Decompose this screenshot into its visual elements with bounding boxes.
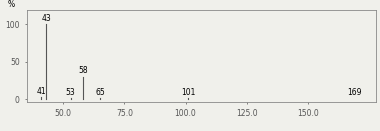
Text: 101: 101 (181, 88, 195, 97)
Text: %: % (7, 0, 14, 9)
Text: 58: 58 (78, 67, 88, 75)
Text: 169: 169 (347, 88, 361, 97)
Text: 65: 65 (95, 88, 105, 97)
Text: 43: 43 (41, 14, 51, 23)
Text: 41: 41 (36, 87, 46, 96)
Text: 53: 53 (66, 88, 76, 97)
